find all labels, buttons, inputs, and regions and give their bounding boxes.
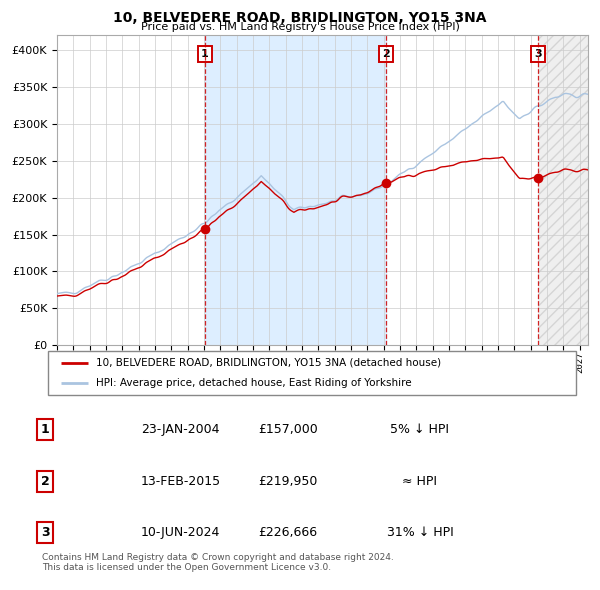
Text: 13-FEB-2015: 13-FEB-2015 <box>141 475 221 488</box>
Text: 10-JUN-2024: 10-JUN-2024 <box>141 526 220 539</box>
Text: 1: 1 <box>201 50 209 60</box>
Text: 2: 2 <box>41 475 49 488</box>
Text: 2: 2 <box>382 50 389 60</box>
Text: This data is licensed under the Open Government Licence v3.0.: This data is licensed under the Open Gov… <box>42 563 331 572</box>
Text: 3: 3 <box>41 526 49 539</box>
Text: 10, BELVEDERE ROAD, BRIDLINGTON, YO15 3NA (detached house): 10, BELVEDERE ROAD, BRIDLINGTON, YO15 3N… <box>95 358 440 368</box>
Text: £219,950: £219,950 <box>259 475 317 488</box>
Bar <box>538 35 588 345</box>
Text: 31% ↓ HPI: 31% ↓ HPI <box>386 526 454 539</box>
Text: £226,666: £226,666 <box>259 526 317 539</box>
Text: 1: 1 <box>41 423 49 436</box>
Text: £157,000: £157,000 <box>258 423 318 436</box>
Text: 10, BELVEDERE ROAD, BRIDLINGTON, YO15 3NA: 10, BELVEDERE ROAD, BRIDLINGTON, YO15 3N… <box>113 11 487 25</box>
Bar <box>205 35 386 345</box>
Text: Contains HM Land Registry data © Crown copyright and database right 2024.: Contains HM Land Registry data © Crown c… <box>42 553 394 562</box>
Text: 23-JAN-2004: 23-JAN-2004 <box>141 423 220 436</box>
Text: Price paid vs. HM Land Registry's House Price Index (HPI): Price paid vs. HM Land Registry's House … <box>140 22 460 32</box>
Text: 3: 3 <box>534 50 542 60</box>
FancyBboxPatch shape <box>48 351 576 395</box>
Text: 5% ↓ HPI: 5% ↓ HPI <box>391 423 449 436</box>
Text: HPI: Average price, detached house, East Riding of Yorkshire: HPI: Average price, detached house, East… <box>95 378 411 388</box>
Text: ≈ HPI: ≈ HPI <box>403 475 437 488</box>
